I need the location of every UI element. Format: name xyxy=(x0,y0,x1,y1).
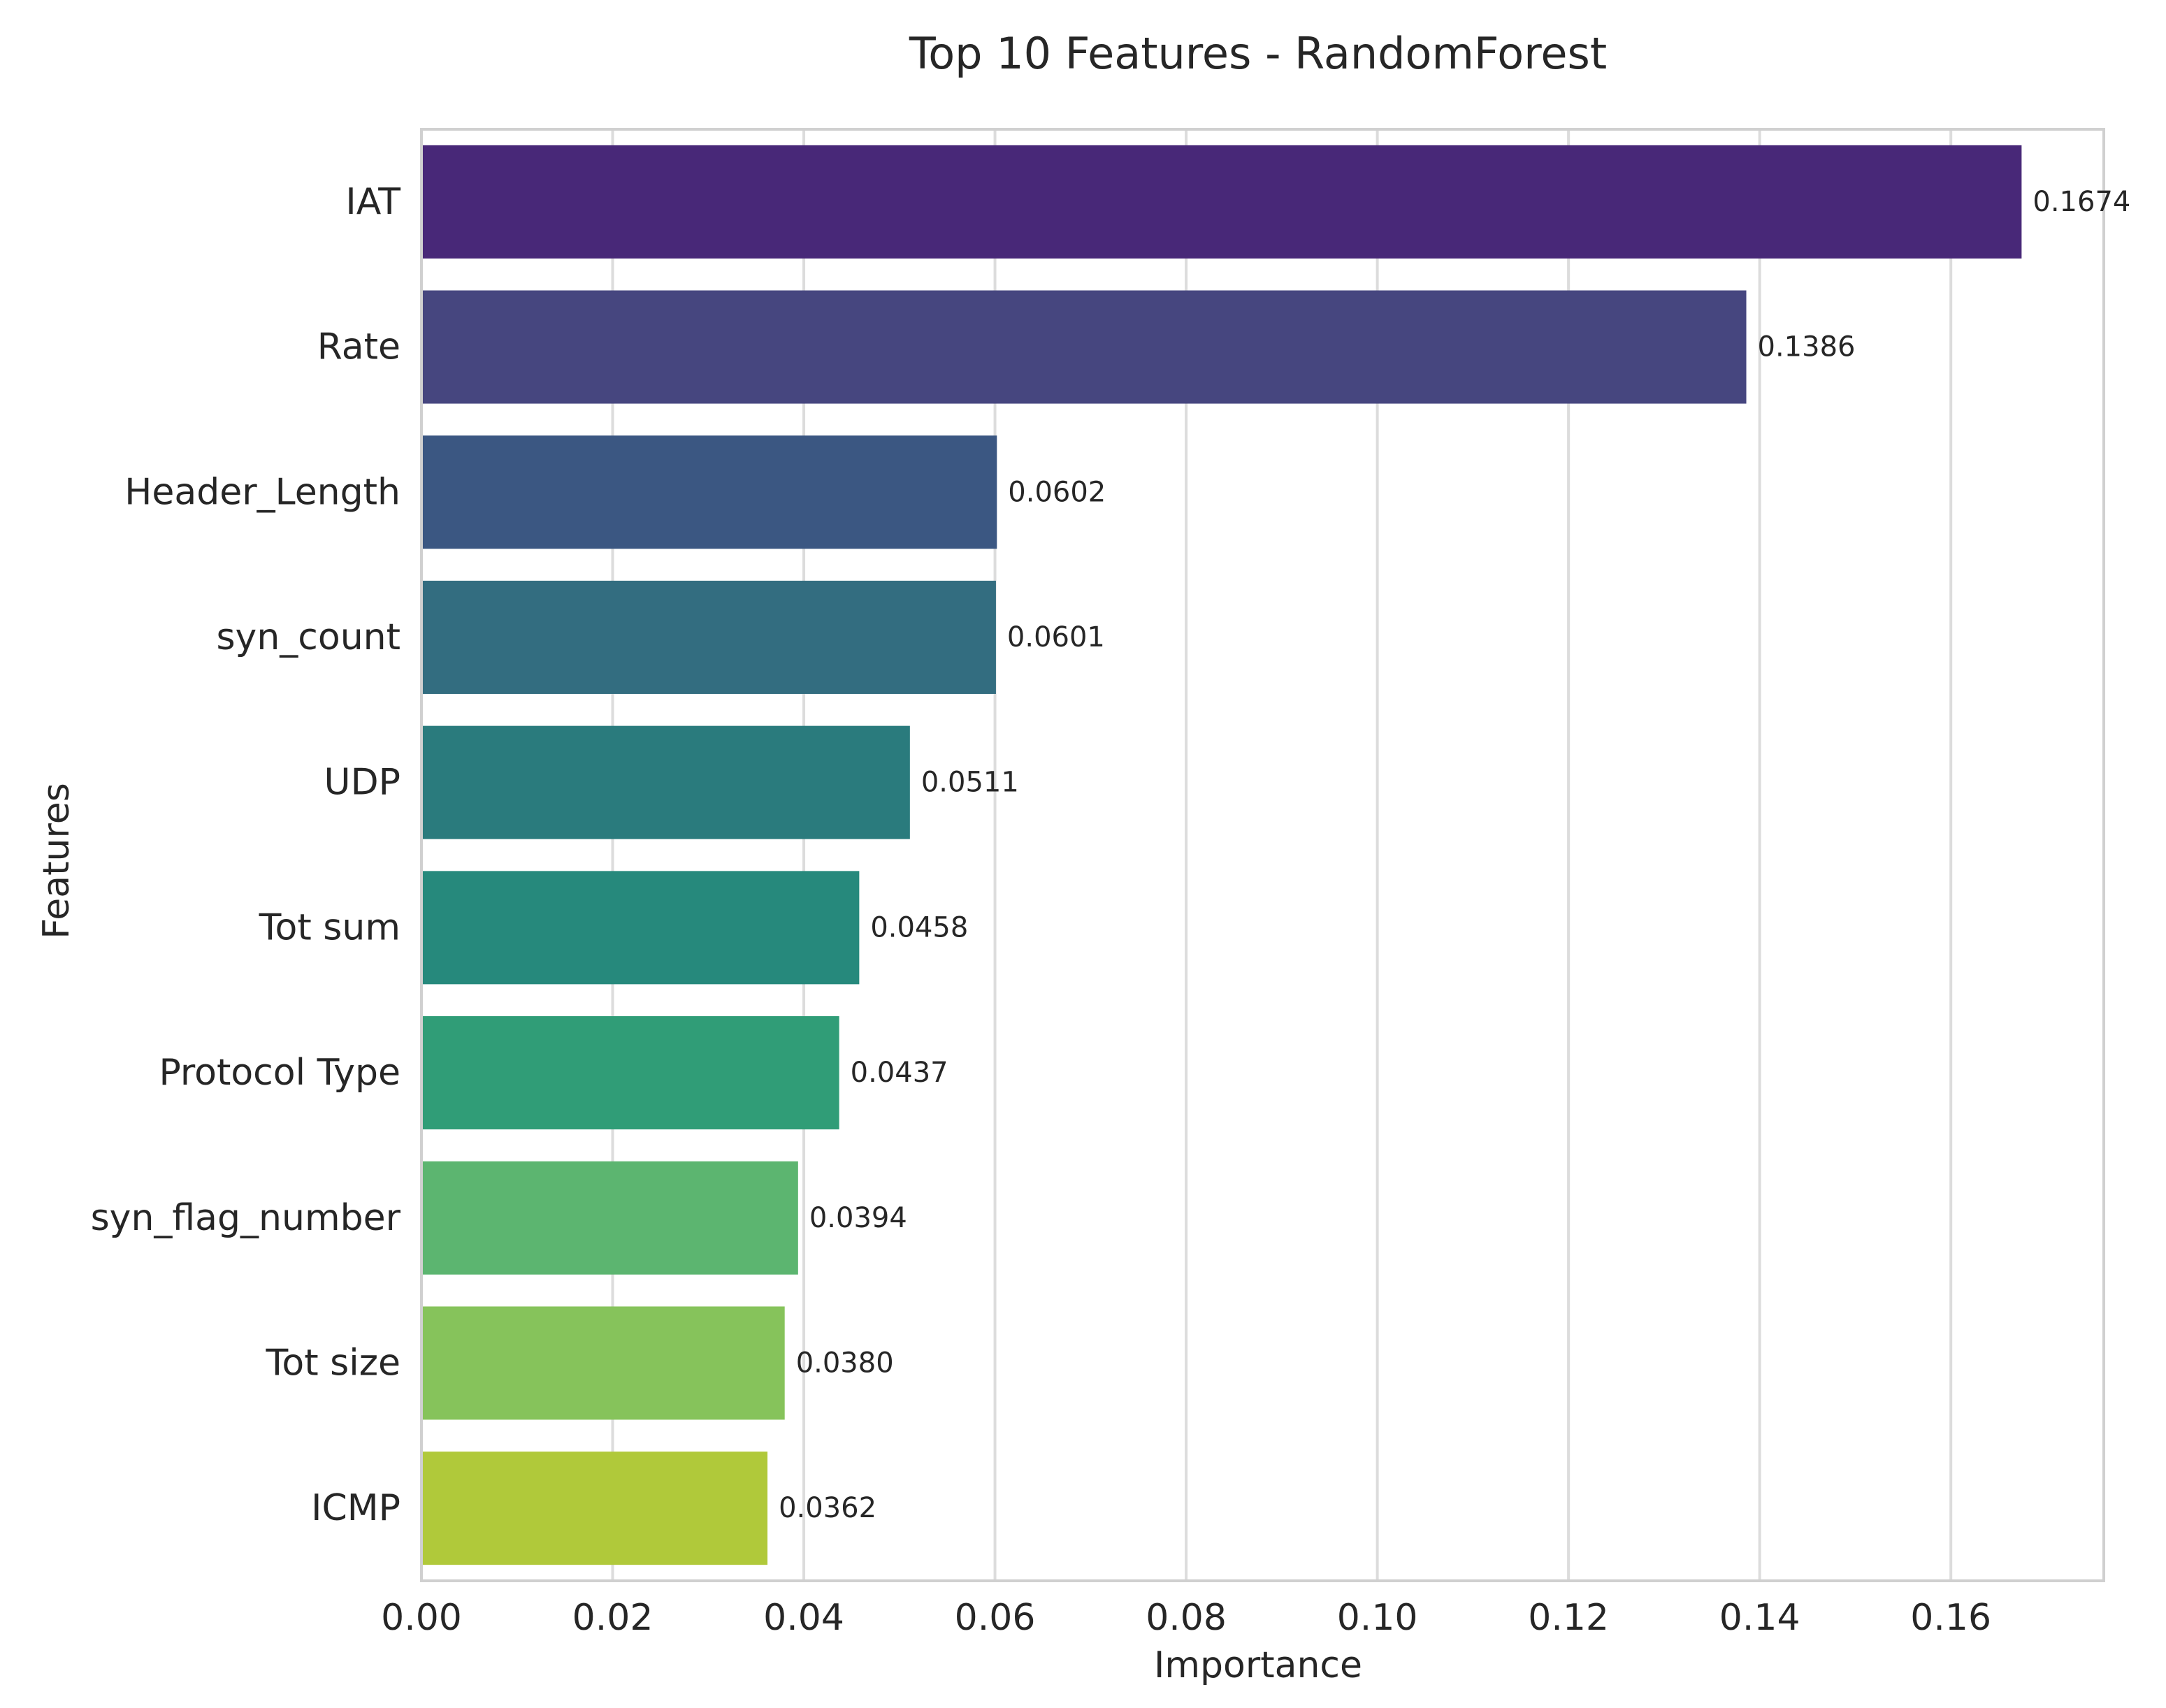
x-tick-label: 0.14 xyxy=(1719,1597,1800,1639)
bar xyxy=(421,145,2022,259)
y-tick-label: UDP xyxy=(324,762,400,804)
bar xyxy=(421,1161,798,1275)
data-label: 0.0437 xyxy=(851,1057,948,1089)
y-tick-label: syn_flag_number xyxy=(91,1197,401,1239)
y-tick-label: IAT xyxy=(345,181,400,223)
x-tick-label: 0.04 xyxy=(763,1597,844,1639)
x-tick-label: 0.06 xyxy=(955,1597,1036,1639)
data-label: 0.0458 xyxy=(870,911,968,943)
data-label: 0.0602 xyxy=(1008,476,1106,508)
y-tick-label: Protocol Type xyxy=(159,1052,400,1094)
data-label: 0.0380 xyxy=(796,1347,894,1379)
data-label: 0.1674 xyxy=(2033,186,2130,218)
y-tick-label: Tot size xyxy=(266,1342,401,1384)
plot-frame xyxy=(420,128,2105,1582)
bar xyxy=(421,871,860,985)
x-tick-label: 0.02 xyxy=(572,1597,654,1639)
y-tick-label: Header_Length xyxy=(124,471,400,513)
bars xyxy=(421,145,2022,1565)
y-tick-label: Rate xyxy=(317,326,400,368)
y-tick-label: ICMP xyxy=(311,1487,400,1529)
bar xyxy=(421,1306,785,1420)
data-label: 0.1386 xyxy=(1758,331,1856,363)
x-axis-label: Importance xyxy=(1154,1644,1362,1686)
data-label: 0.0511 xyxy=(921,767,1019,799)
data-label: 0.0362 xyxy=(779,1492,876,1524)
data-labels: 0.1674 0.1386 0.0602 0.0601 0.0511 0.0458 0.04… xyxy=(779,186,2130,1524)
bar xyxy=(421,725,910,839)
data-label: 0.0394 xyxy=(809,1202,907,1234)
data-label: 0.0601 xyxy=(1007,621,1105,653)
x-tick-label: 0.10 xyxy=(1337,1597,1418,1639)
bar xyxy=(421,580,996,694)
x-tick-labels: 0.00 0.02 0.04 0.06 0.08 0.10 0.12 0.14 0.16 xyxy=(381,1597,1991,1639)
bar xyxy=(421,290,1747,404)
y-tick-label: Tot sum xyxy=(259,906,400,948)
y-tick-labels: IAT Rate Header_Length syn_count UDP Tot sum P… xyxy=(91,181,401,1529)
bar xyxy=(421,1452,768,1565)
x-tick-label: 0.16 xyxy=(1910,1597,1991,1639)
x-tick-label: 0.00 xyxy=(381,1597,462,1639)
y-axis-label: Features xyxy=(36,783,78,939)
x-tick-label: 0.12 xyxy=(1528,1597,1609,1639)
chart-title: Top 10 Features - RandomForest xyxy=(909,28,1607,79)
bar xyxy=(421,1016,839,1130)
bar xyxy=(421,435,997,549)
x-tick-label: 0.08 xyxy=(1146,1597,1227,1639)
y-tick-label: syn_count xyxy=(216,616,400,658)
